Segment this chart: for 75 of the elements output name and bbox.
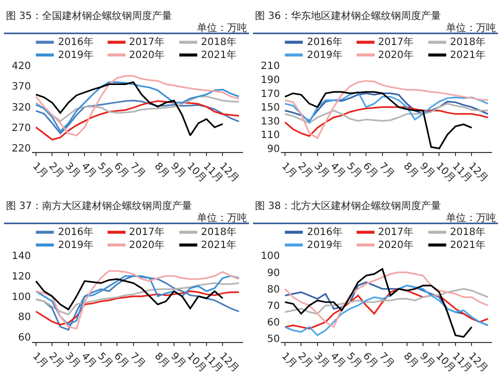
line-series xyxy=(35,100,240,140)
y-tick-label: 90 xyxy=(267,144,280,155)
legend-label: 2018年 xyxy=(201,36,236,48)
y-tick-label: 140 xyxy=(12,251,31,262)
y-tick-label: 190 xyxy=(260,75,280,86)
legend-label: 2021年 xyxy=(450,239,486,251)
legend-label: 2021年 xyxy=(201,49,236,61)
y-tick-label: 370 xyxy=(12,82,31,93)
legend-label: 2020年 xyxy=(378,239,414,251)
y-tick-label: 170 xyxy=(260,88,280,100)
y-tick-label: 60 xyxy=(267,318,280,329)
legend-label: 2020年 xyxy=(378,49,414,61)
y-tick-label: 120 xyxy=(12,272,31,282)
line-series xyxy=(35,100,240,134)
y-tick-label: 220 xyxy=(12,143,31,154)
y-tick-label: 50 xyxy=(267,334,280,346)
y-tick-label: 420 xyxy=(12,61,31,72)
line-series xyxy=(284,91,473,150)
line-series xyxy=(284,80,489,139)
legend-label: 2019年 xyxy=(58,49,94,61)
y-tick-label: 80 xyxy=(267,284,280,296)
y-tick-label: 100 xyxy=(12,292,31,303)
legend-label: 2018年 xyxy=(201,226,236,238)
legend-label: 2017年 xyxy=(378,36,414,48)
chart-title: 图 37：南方大区建材钢企螺纹钢周度产量 xyxy=(6,200,192,212)
line-series xyxy=(284,268,473,338)
y-tick-label: 100 xyxy=(260,251,280,262)
y-tick-label: 110 xyxy=(260,130,280,142)
y-tick-label: 210 xyxy=(260,61,280,72)
x-tick-label: 7月 xyxy=(376,160,396,180)
text: 单位：万吨 xyxy=(446,22,496,34)
text: 单位：万吨 xyxy=(197,22,247,34)
legend-label: 2018年 xyxy=(450,226,486,238)
chart-title: 图 35：全国建材钢企螺纹钢周度产量 xyxy=(6,10,172,22)
legend-label: 2017年 xyxy=(378,226,414,238)
y-tick-label: 150 xyxy=(260,102,280,114)
legend-label: 2019年 xyxy=(58,239,94,251)
line-series xyxy=(35,96,240,122)
y-tick-label: 90 xyxy=(267,268,280,279)
line-series xyxy=(284,271,489,328)
legend-label: 2016年 xyxy=(307,36,342,48)
legend-label: 2017年 xyxy=(129,36,164,48)
legend-label: 2016年 xyxy=(58,36,94,48)
text: 单位：万吨 xyxy=(446,212,496,224)
line-series xyxy=(35,290,240,326)
y-tick-label: 320 xyxy=(12,102,31,114)
line-series xyxy=(284,288,489,330)
y-tick-label: 60 xyxy=(18,332,31,344)
text: 单位：万吨 xyxy=(197,212,247,224)
legend-label: 2017年 xyxy=(129,226,164,238)
x-tick-label: 7月 xyxy=(376,350,396,370)
line-series xyxy=(284,106,489,137)
line-series xyxy=(284,102,489,124)
legend-label: 2016年 xyxy=(58,226,94,238)
y-tick-label: 270 xyxy=(12,122,31,134)
legend-label: 2016年 xyxy=(307,226,342,238)
line-series xyxy=(35,282,240,316)
line-series xyxy=(35,75,240,136)
chart-title: 图 36：华东地区建材钢企螺纹钢周度产量 xyxy=(255,10,441,22)
y-tick-label: 70 xyxy=(267,300,280,312)
legend-label: 2021年 xyxy=(201,239,236,251)
legend-label: 2020年 xyxy=(129,239,164,251)
legend-label: 2020年 xyxy=(129,49,164,61)
legend-label: 2018年 xyxy=(450,36,486,48)
legend-label: 2021年 xyxy=(450,49,486,61)
line-series xyxy=(284,284,489,336)
chart-title: 图 38：北方大区建材钢企螺纹钢周度产量 xyxy=(255,200,441,212)
x-tick-label: 7月 xyxy=(128,350,148,370)
y-tick-label: 80 xyxy=(18,312,31,324)
legend-label: 2019年 xyxy=(307,239,342,251)
y-tick-label: 130 xyxy=(260,116,280,128)
line-series xyxy=(35,278,224,310)
x-tick-label: 7月 xyxy=(128,160,148,180)
line-series xyxy=(284,288,489,315)
legend-label: 2019年 xyxy=(307,49,342,61)
